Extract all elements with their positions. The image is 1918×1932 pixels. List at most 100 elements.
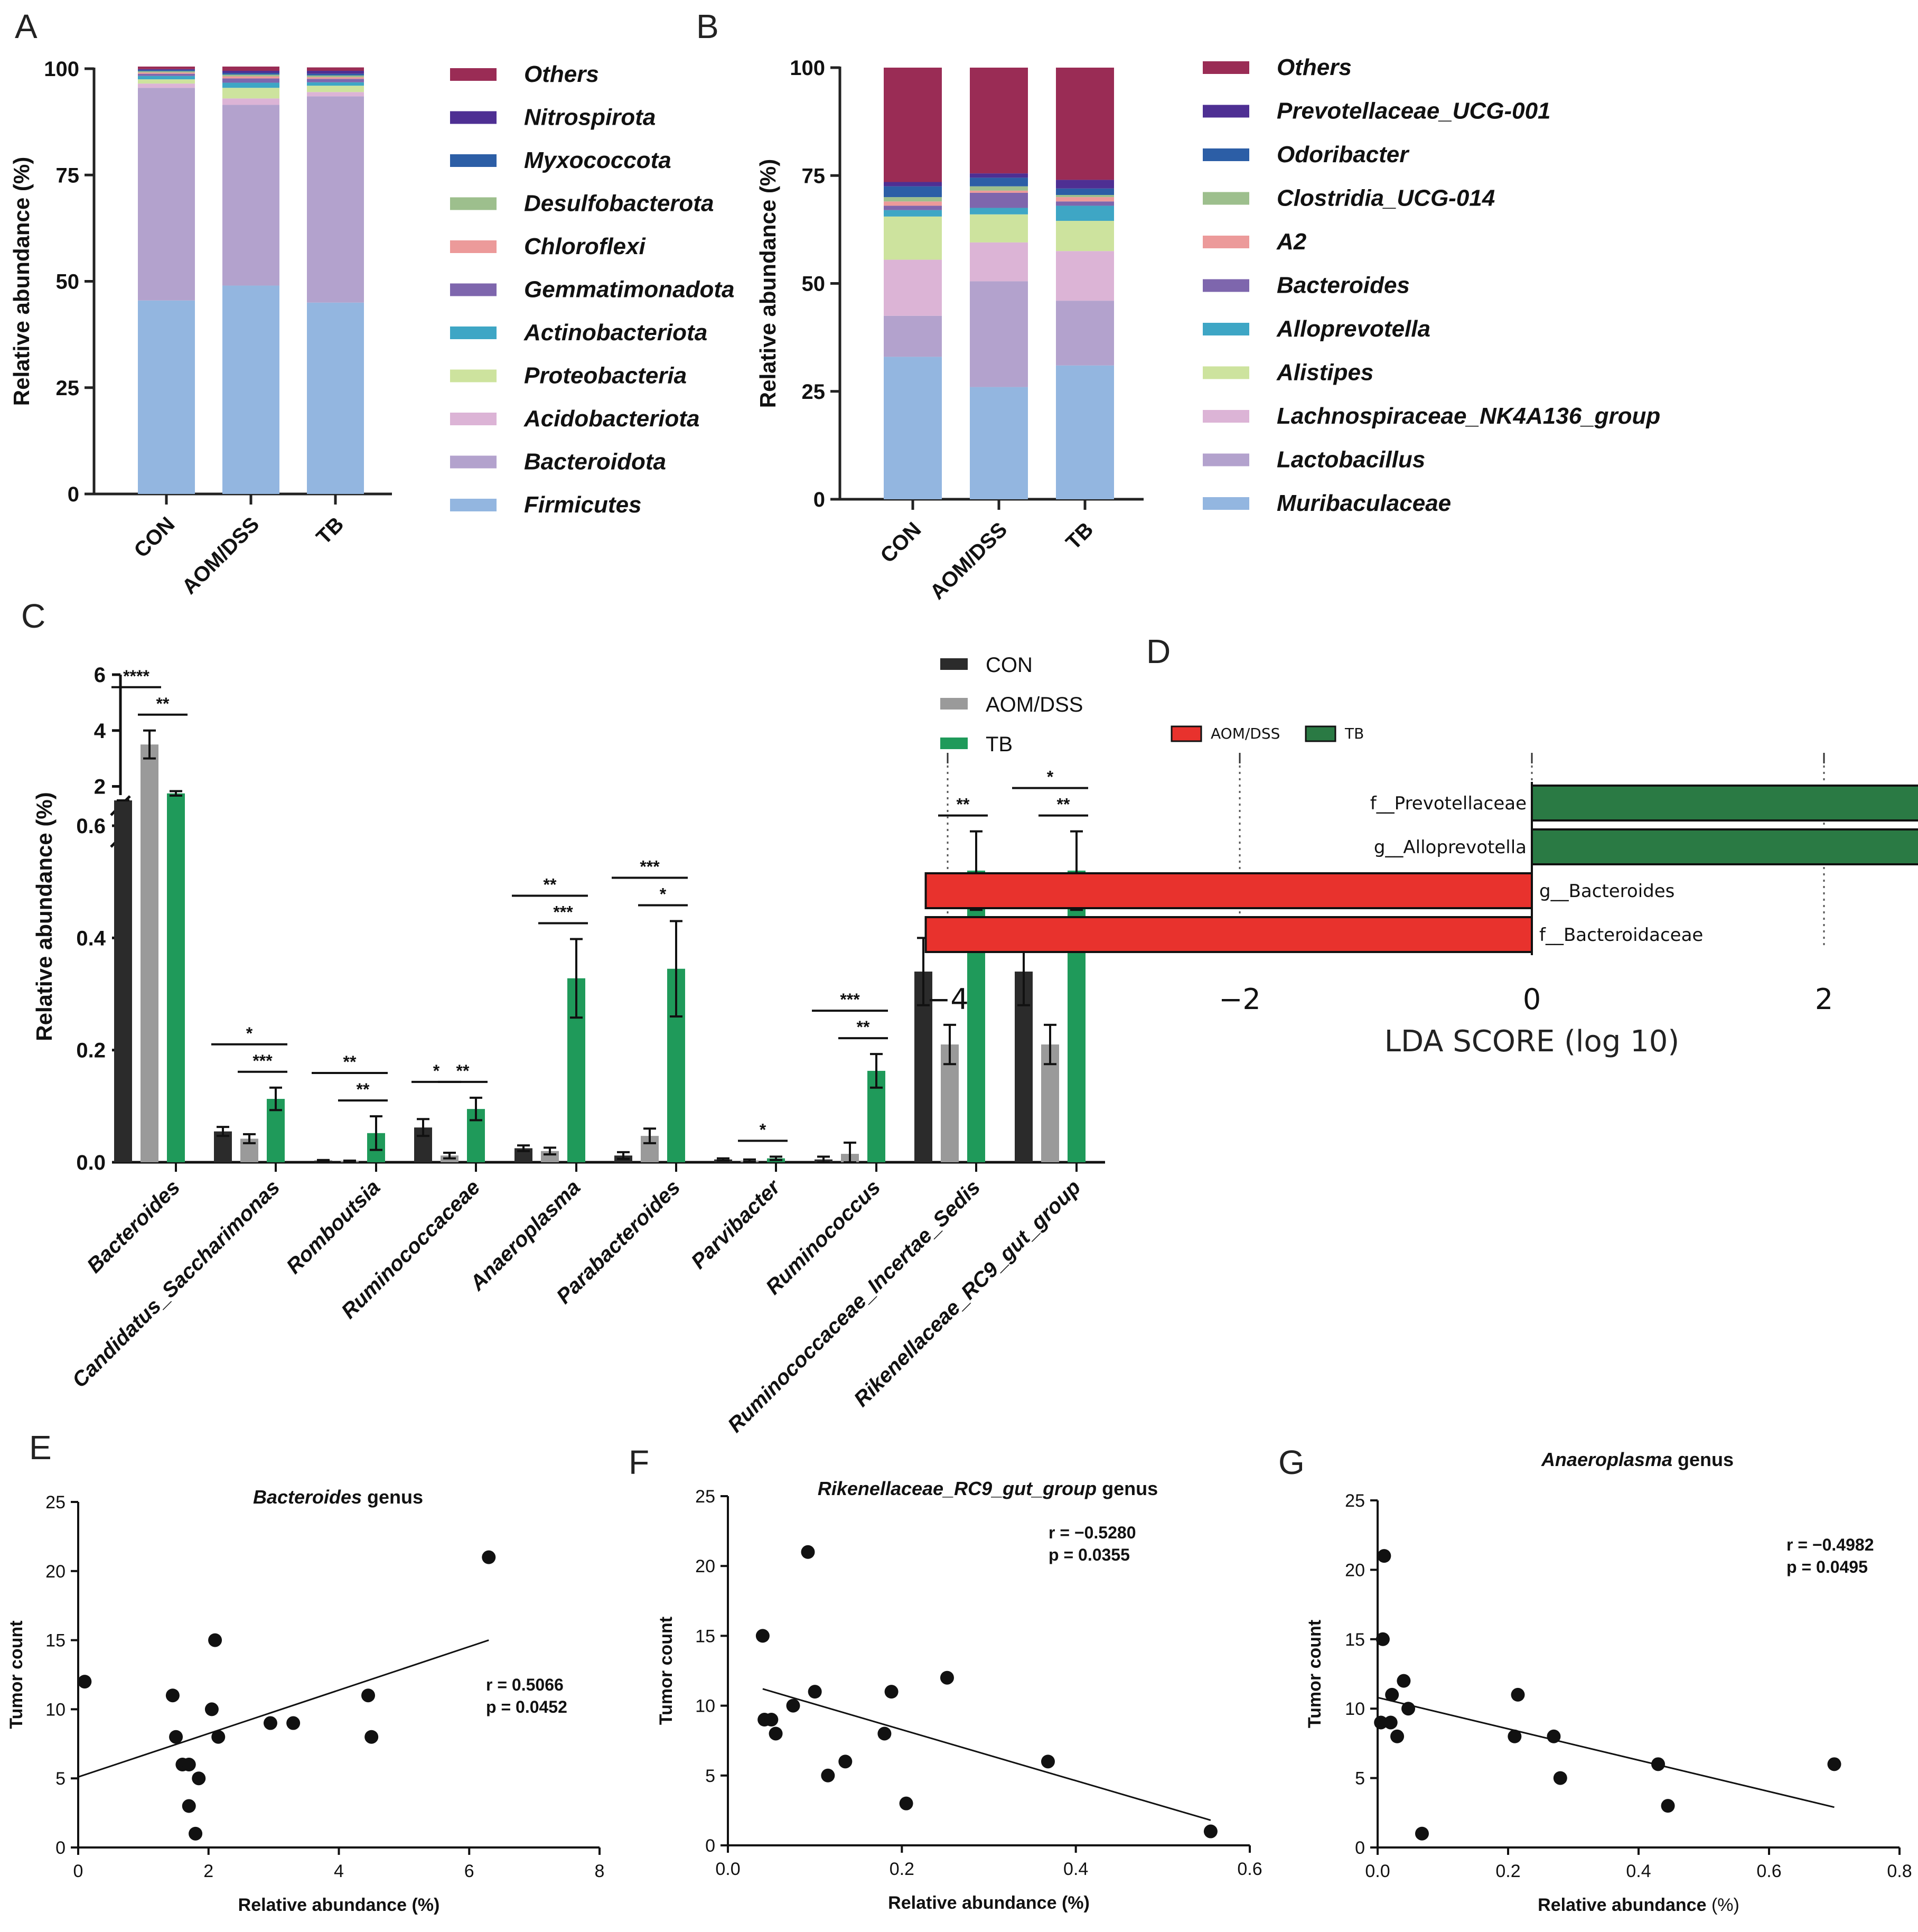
y-tick-label: 50 — [802, 273, 826, 296]
scatter-point — [940, 1670, 954, 1685]
y-tick-label: 100 — [790, 57, 825, 80]
scatter-point — [1376, 1632, 1390, 1646]
scatter-point — [204, 1702, 219, 1716]
scatter-point — [78, 1675, 92, 1689]
bar-bacteroides-aom-dss — [141, 744, 158, 1162]
x-tick-label: AOM/DSS — [177, 512, 264, 599]
bar-segment-aom-dss-firmicutes — [222, 285, 279, 494]
scatter-title-suffix: genus — [362, 1486, 423, 1508]
y-axis-title: Relative abundance (%) — [32, 792, 57, 1041]
bar-segment-aom-dss-others — [970, 68, 1028, 174]
scatter-point — [286, 1716, 301, 1730]
significance-stars: ** — [857, 1018, 870, 1037]
x-tick-label-bacteroides: Bacteroides — [82, 1175, 184, 1277]
bar-segment-con-firmicutes — [138, 300, 195, 494]
bar-segment-tb-chloroflexi — [307, 77, 364, 79]
bar-segment-aom-dss-alloprevotella — [970, 208, 1028, 214]
x-tick-label: 0.6 — [1237, 1859, 1262, 1879]
bar-bacteroides-tb — [167, 793, 185, 1162]
legend-label-others: Others — [524, 61, 599, 87]
x-axis-unit: (%) — [1707, 1895, 1739, 1915]
legend-swatch-tb — [1305, 725, 1336, 742]
x-tick-label: TB — [1062, 518, 1098, 554]
legend-swatch-bacteroidota — [450, 455, 497, 469]
panel-g-scatter-anaeroplasma: 0 5 10 15 20 25 0.0 0.2 0.4 0.6 0.8 Relative abunda… — [1305, 1449, 1912, 1915]
x-tick-label-parvibacter: Parvibacter — [687, 1175, 785, 1274]
bar-segment-aom-dss-lactobacillus — [970, 281, 1028, 387]
x-tick-label: 2 — [1815, 983, 1833, 1016]
lda-feature-label: f__Bacteroidaceae — [1539, 925, 1703, 946]
scatter-title: Rikenellaceae_RC9_gut_group genus — [818, 1478, 1158, 1499]
regression-line — [762, 1688, 1211, 1821]
y-tick-label: 5 — [705, 1766, 715, 1786]
legend-swatch-con — [940, 658, 968, 670]
scatter-point — [884, 1685, 899, 1699]
legend-swatch-clostridia-ucg-014 — [1203, 192, 1249, 205]
bar-segment-aom-dss-bacteroidota — [222, 105, 279, 286]
y-tick-label: 6 — [94, 664, 106, 687]
legend-label-tb: TB — [986, 733, 1013, 756]
bar-segment-aom-dss-myxococcota — [222, 73, 279, 75]
y-tick-label: 0 — [55, 1838, 66, 1858]
legend-swatch-a2 — [1203, 236, 1249, 248]
bar-segment-aom-dss-lachnospiraceae-nk4a136-group — [970, 242, 1028, 282]
bar-segment-tb-others — [1056, 68, 1114, 180]
legend-swatch-desulfobacterota — [450, 197, 497, 210]
scatter-point — [208, 1633, 222, 1647]
legend-label-nitrospirota: Nitrospirota — [524, 105, 656, 130]
legend-label-a2: A2 — [1276, 229, 1307, 255]
x-tick-label: CON — [129, 512, 179, 562]
panel-letter-a: A — [15, 7, 38, 45]
legend-swatch-gemmatimonadota — [450, 283, 497, 296]
scatter-point — [808, 1685, 822, 1699]
scatter-title-suffix: genus — [1672, 1449, 1734, 1470]
bar-segment-tb-muribaculaceae — [1056, 365, 1114, 499]
y-tick-label: 4 — [94, 720, 106, 743]
bar-segment-tb-nitrospirota — [307, 71, 364, 74]
scatter-point — [877, 1726, 892, 1741]
scatter-point — [1401, 1702, 1416, 1716]
lda-feature-label: g__Bacteroides — [1539, 881, 1674, 902]
bar-segment-tb-alloprevotella — [1056, 206, 1114, 221]
scatter-point — [165, 1688, 180, 1703]
legend-label-prevotellaceae-ucg-001: Prevotellaceae_UCG-001 — [1277, 98, 1551, 124]
panel-d-lda-score: −4−2024LDA SCORE (log 10)f__Prevotellace… — [924, 725, 1918, 1059]
scatter-point — [821, 1768, 835, 1782]
regression-line — [1377, 1696, 1835, 1808]
bar-segment-con-bacteroidota — [138, 88, 195, 301]
significance-stars: *** — [553, 902, 573, 921]
y-tick-label: 25 — [45, 1492, 66, 1513]
legend-swatch-others — [450, 68, 497, 81]
bar-segment-tb-lactobacillus — [1056, 301, 1114, 366]
bar-rikenellaceae-rc9-gut-group-tb — [1068, 870, 1086, 1162]
scatter-point — [1827, 1757, 1841, 1771]
bar-segment-con-prevotellaceae-ucg-001 — [884, 182, 942, 186]
scatter-point — [182, 1799, 196, 1813]
scatter-point — [801, 1545, 815, 1559]
x-axis-title: Relative abundance (%) — [888, 1893, 1090, 1913]
legend-label-myxococcota: Myxococcota — [524, 147, 671, 173]
scatter-point — [1374, 1715, 1388, 1730]
bar-segment-tb-myxococcota — [307, 73, 364, 76]
bar-segment-con-alistipes — [884, 216, 942, 260]
legend-label-alistipes: Alistipes — [1276, 360, 1373, 386]
legend-label-tb: TB — [1344, 725, 1364, 742]
bar-segment-con-lactobacillus — [884, 315, 942, 357]
significance-stars: * — [1047, 768, 1054, 787]
y-tick-label: 10 — [1345, 1699, 1365, 1719]
bar-segment-aom-dss-odoribacter — [970, 178, 1028, 186]
legend-swatch-lachnospiraceae-nk4a136-group — [1203, 410, 1249, 423]
scatter-point — [211, 1730, 226, 1744]
scatter-point — [1651, 1757, 1666, 1771]
bar-segment-tb-firmicutes — [307, 302, 364, 494]
y-tick-label: 15 — [45, 1631, 66, 1651]
legend-label-proteobacteria: Proteobacteria — [524, 363, 687, 389]
scatter-point — [1041, 1754, 1055, 1769]
y-tick-label: 20 — [1345, 1560, 1365, 1580]
stat-r: r = −0.4982 — [1786, 1535, 1874, 1554]
legend-label-con: CON — [986, 654, 1033, 677]
significance-stars: * — [660, 884, 667, 903]
x-axis-title: LDA SCORE (log 10) — [1384, 1024, 1679, 1059]
significance-stars: ** — [1057, 795, 1070, 814]
